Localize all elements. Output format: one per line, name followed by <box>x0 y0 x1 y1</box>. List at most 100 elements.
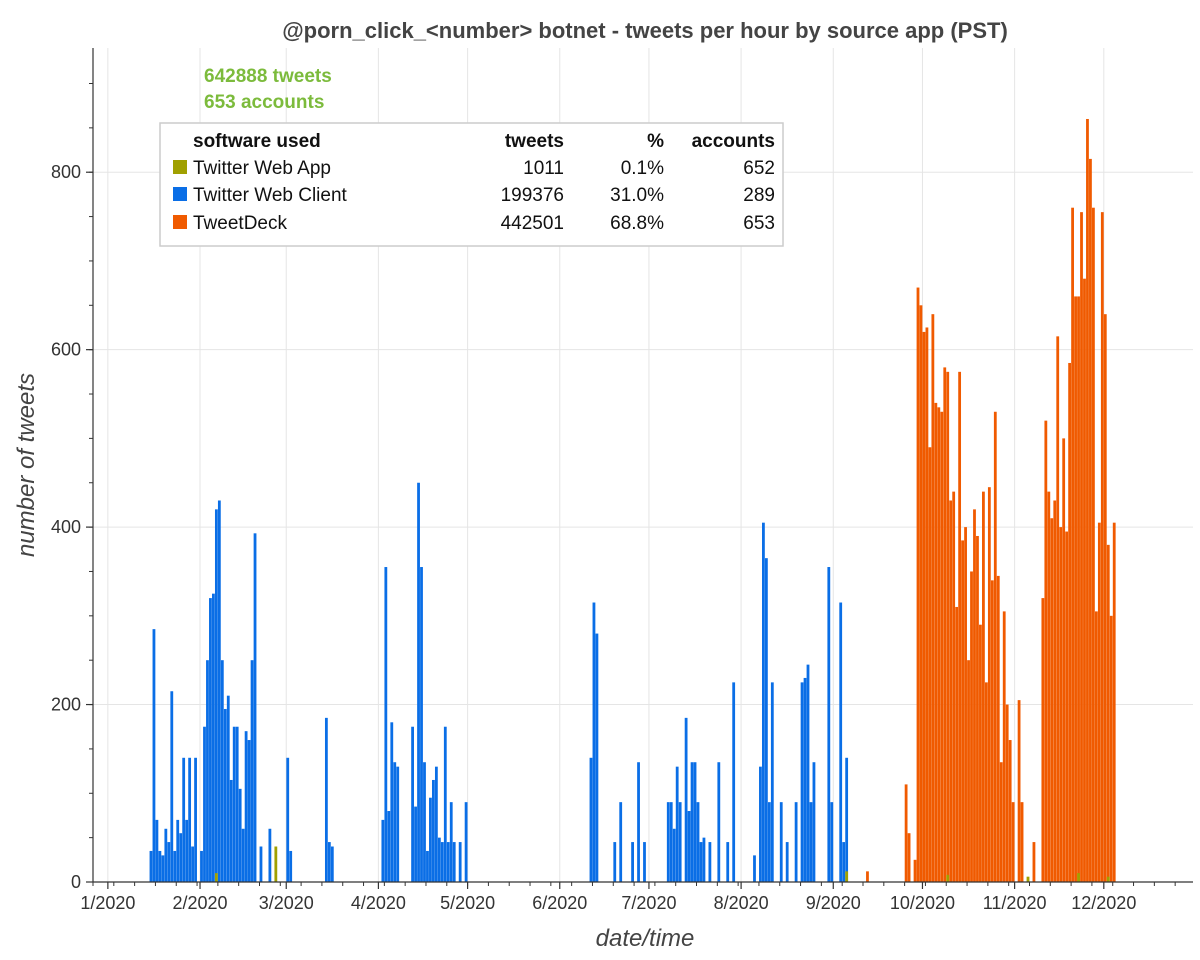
bar-twitter-web-client-2020-08-09 <box>764 558 768 882</box>
bar-twitter-web-client-2020-07-16 <box>693 762 697 882</box>
bar-tweetdeck-2020-10-22 <box>984 682 988 882</box>
bar-tweetdeck-2020-10-10 <box>949 500 953 882</box>
bar-twitter-web-client-2020-01-19 <box>161 855 165 882</box>
bar-twitter-web-client-2020-06-27 <box>637 762 640 882</box>
bar-tweetdeck-2020-09-28 <box>913 859 917 882</box>
x-tick-label-5-2020: 5/2020 <box>440 893 495 913</box>
bar-twitter-web-client-2020-04-23 <box>443 726 447 882</box>
bar-twitter-web-client-2020-08-25 <box>812 762 816 882</box>
bar-twitter-web-client-2020-01-24 <box>176 819 180 882</box>
bar-tweetdeck-2020-10-17 <box>970 571 973 882</box>
legend-name-tweetdeck: TweetDeck <box>193 213 287 234</box>
bar-tweetdeck-2020-11-28 <box>1094 611 1098 882</box>
bar-twitter-web-client-2020-08-21 <box>800 682 804 882</box>
bar-twitter-web-client-2020-08-08 <box>762 522 765 882</box>
bar-twitter-web-client-2020-07-10 <box>675 766 679 882</box>
bar-twitter-web-client-2020-07-15 <box>690 762 694 882</box>
bar-twitter-web-client-2020-04-15 <box>420 567 423 882</box>
bar-twitter-web-client-2020-02-14 <box>238 788 242 882</box>
series-twitter-web-client <box>149 482 849 882</box>
bar-tweetdeck-2020-11-13 <box>1050 518 1054 882</box>
bar-tweetdeck-2020-11-29 <box>1097 522 1101 882</box>
x-tick-label-8-2020: 8/2020 <box>714 893 769 913</box>
x-tick-label-11-2020: 11/2020 <box>983 893 1047 913</box>
bar-twitter-web-client-2020-07-21 <box>708 842 712 882</box>
legend-header-software: software used <box>193 131 321 152</box>
bar-twitter-web-client-2020-03-01 <box>286 757 290 882</box>
bar-twitter-web-client-2020-08-16 <box>785 842 789 882</box>
bar-twitter-web-client-2020-02-01 <box>200 850 203 882</box>
bar-twitter-web-client-2020-06-25 <box>631 842 634 882</box>
bar-tweetdeck-2020-10-13 <box>958 371 962 882</box>
bar-twitter-web-client-2020-01-18 <box>158 850 162 882</box>
bar-tweetdeck-2020-11-19 <box>1068 362 1072 883</box>
bar-twitter-web-client-2020-08-30 <box>827 567 831 882</box>
bar-tweetdeck-2020-10-29 <box>1005 704 1009 882</box>
bar-twitter-web-client-2020-02-17 <box>247 740 251 882</box>
bar-tweetdeck-2020-10-03 <box>928 447 932 882</box>
bar-twitter-web-client-2020-08-22 <box>803 677 807 882</box>
bar-tweetdeck-2020-10-16 <box>967 660 970 882</box>
bar-tweetdeck-2020-10-08 <box>943 367 947 882</box>
bar-twitter-web-client-2020-08-24 <box>809 802 813 882</box>
bar-tweetdeck-2020-10-09 <box>946 371 950 882</box>
bar-tweetdeck-2020-10-04 <box>931 314 935 882</box>
bar-tweetdeck-2020-10-30 <box>1008 740 1012 882</box>
bar-twitter-web-client-2020-02-16 <box>244 731 248 882</box>
bar-twitter-web-client-2020-04-22 <box>440 842 444 882</box>
summary-tweets: 642888 tweets <box>204 66 332 87</box>
bar-tweetdeck-2020-11-11 <box>1044 420 1048 882</box>
bar-twitter-web-client-2020-07-27 <box>726 842 730 882</box>
bar-twitter-web-client-2020-07-09 <box>672 828 676 882</box>
bar-twitter-web-client-2020-03-15 <box>327 842 331 882</box>
bar-twitter-web-client-2020-04-04 <box>387 811 391 882</box>
bar-twitter-web-client-2020-02-09 <box>223 708 227 882</box>
bar-tweetdeck-2020-10-07 <box>940 411 944 882</box>
bar-twitter-web-client-2020-08-07 <box>759 766 762 882</box>
bar-twitter-web-client-2020-01-28 <box>188 757 192 882</box>
bar-tweetdeck-2020-11-10 <box>1041 598 1045 882</box>
bar-tweetdeck-2020-09-12 <box>866 871 869 882</box>
legend-name-twitter-web-app: Twitter Web App <box>193 158 331 179</box>
bar-twitter-web-client-2020-04-07 <box>396 766 400 882</box>
bar-tweetdeck-2020-12-03 <box>1109 615 1113 882</box>
bar-tweetdeck-2020-11-07 <box>1032 842 1036 882</box>
bar-twitter-web-client-2020-02-03 <box>206 660 209 882</box>
bar-tweetdeck-2020-10-15 <box>964 527 967 882</box>
bar-twitter-web-client-2020-06-19 <box>613 842 617 882</box>
bar-twitter-web-client-2020-01-27 <box>185 819 189 882</box>
bar-twitter-web-client-2020-03-14 <box>324 717 328 882</box>
bar-twitter-web-app-2020-02-06 <box>214 873 218 882</box>
bar-twitter-web-client-2020-08-19 <box>794 802 798 882</box>
bar-twitter-web-client-2020-04-28 <box>458 842 462 882</box>
bar-twitter-web-client-2020-01-25 <box>179 833 183 882</box>
legend-box <box>159 122 784 247</box>
legend-tweets-twitter-web-client: 199376 <box>501 185 564 206</box>
x-tick-label-1-2020: 1/2020 <box>80 893 135 913</box>
bar-twitter-web-client-2020-04-26 <box>452 842 456 882</box>
legend-percent-twitter-web-app: 0.1% <box>621 158 664 179</box>
bar-twitter-web-client-2020-04-13 <box>414 806 417 882</box>
bar-twitter-web-client-2020-08-05 <box>753 855 756 882</box>
bar-tweetdeck-2020-11-21 <box>1074 296 1077 882</box>
bar-tweetdeck-2020-10-28 <box>1002 611 1006 882</box>
bar-twitter-web-client-2020-08-10 <box>767 802 771 882</box>
bar-twitter-web-client-2020-02-24 <box>268 828 272 882</box>
bar-twitter-web-client-2020-04-06 <box>393 762 397 882</box>
bar-tweetdeck-2020-11-17 <box>1062 438 1066 882</box>
legend-accounts-tweetdeck: 653 <box>743 213 775 234</box>
bar-twitter-web-client-2020-01-30 <box>194 757 197 882</box>
bar-twitter-web-client-2020-04-30 <box>464 802 468 882</box>
bar-twitter-web-client-2020-04-24 <box>446 842 450 882</box>
bar-twitter-web-client-2020-04-05 <box>390 722 394 882</box>
bar-twitter-web-client-2020-01-22 <box>170 691 174 882</box>
legend-swatch-tweetdeck <box>173 215 187 229</box>
bar-tweetdeck-2020-09-30 <box>919 305 923 882</box>
bar-twitter-web-client-2020-08-11 <box>770 682 774 882</box>
bar-tweetdeck-2020-11-15 <box>1056 336 1060 883</box>
bar-tweetdeck-2020-09-26 <box>907 833 911 882</box>
bar-twitter-web-client-2020-04-25 <box>449 802 453 882</box>
bar-twitter-web-client-2020-01-16 <box>152 629 156 882</box>
